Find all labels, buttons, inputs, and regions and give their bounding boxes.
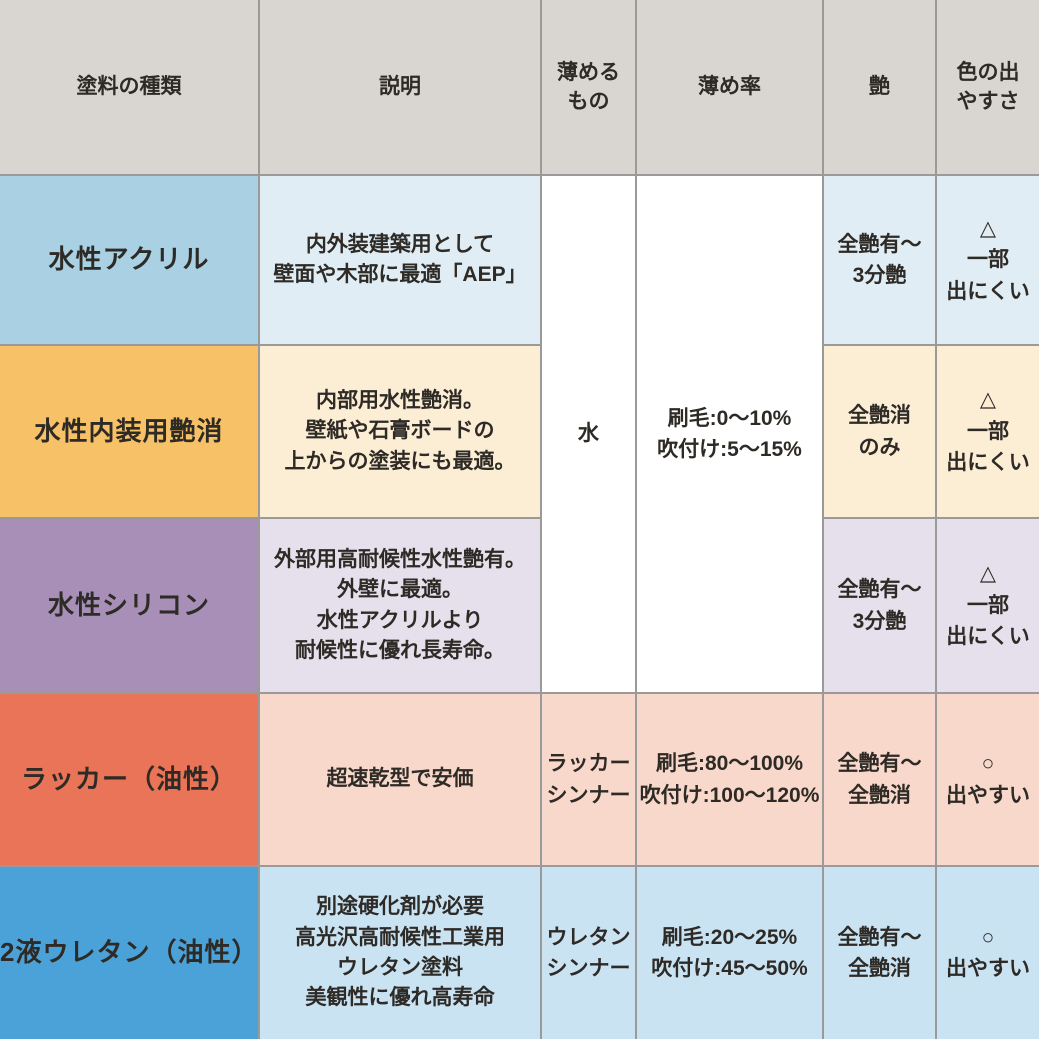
row-gloss-cell: 全艶有～ 3分艶 xyxy=(824,519,935,692)
row-color-ease-cell: ○ 出やすい xyxy=(937,867,1039,1039)
row-gloss-cell: 全艶有～ 全艶消 xyxy=(824,694,935,865)
row-name-cell: 水性内装用艶消 xyxy=(0,346,258,517)
row-color-ease-cell: △ 一部 出にくい xyxy=(937,519,1039,692)
row-description-cell: 内部用水性艶消。 壁紙や石膏ボードの 上からの塗装にも最適。 xyxy=(260,346,540,517)
header-cell-color-ease: 色の出 やすさ xyxy=(937,0,1039,174)
header-cell-thinner: 薄める もの xyxy=(542,0,635,174)
header-cell-paint-type: 塗料の種類 xyxy=(0,0,258,174)
row-color-ease-cell: ○ 出やすい xyxy=(937,694,1039,865)
row-gloss-cell: 全艶有～ 3分艶 xyxy=(824,176,935,344)
row-description-cell: 外部用高耐候性水性艶有。 外壁に最適。 水性アクリルより 耐候性に優れ長寿命。 xyxy=(260,519,540,692)
merged-thinner-water-cell: 水 xyxy=(542,176,635,692)
row-gloss-cell: 全艶有～ 全艶消 xyxy=(824,867,935,1039)
header-cell-gloss: 艶 xyxy=(824,0,935,174)
row-name-cell: 水性シリコン xyxy=(0,519,258,692)
row-dilution-cell: 刷毛:80～100% 吹付け:100～120% xyxy=(637,694,822,865)
row-description-cell: 別途硬化剤が必要 高光沢高耐候性工業用 ウレタン塗料 美観性に優れ高寿命 xyxy=(260,867,540,1039)
row-name-cell: 水性アクリル xyxy=(0,176,258,344)
row-gloss-cell: 全艶消 のみ xyxy=(824,346,935,517)
row-name-cell: ラッカー（油性） xyxy=(0,694,258,865)
header-cell-dilution-rate: 薄め率 xyxy=(637,0,822,174)
row-thinner-cell: ラッカー シンナー xyxy=(542,694,635,865)
row-color-ease-cell: △ 一部 出にくい xyxy=(937,346,1039,517)
row-description-cell: 超速乾型で安価 xyxy=(260,694,540,865)
row-color-ease-cell: △ 一部 出にくい xyxy=(937,176,1039,344)
row-name-cell: 2液ウレタン（油性） xyxy=(0,867,258,1039)
row-dilution-cell: 刷毛:20～25% 吹付け:45～50% xyxy=(637,867,822,1039)
row-description-cell: 内外装建築用として 壁面や木部に最適「AEP」 xyxy=(260,176,540,344)
row-thinner-cell: ウレタン シンナー xyxy=(542,867,635,1039)
merged-dilution-water-cell: 刷毛:0～10% 吹付け:5～15% xyxy=(637,176,822,692)
header-cell-description: 説明 xyxy=(260,0,540,174)
